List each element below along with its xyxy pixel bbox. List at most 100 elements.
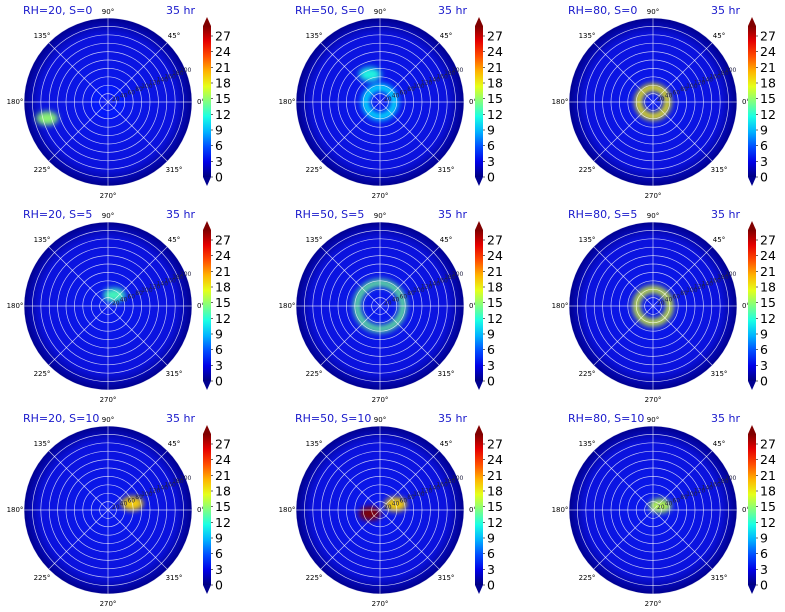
- colorbar: [475, 434, 483, 585]
- colorbar-tick-label: 27: [487, 29, 503, 44]
- colorbar-tick-label: 6: [487, 342, 495, 357]
- colorbar-extend-min: [203, 381, 211, 390]
- polar-panel: RH=80, S=0 35 hr 20 40 60 80 100 120 140 160 180 20…: [545, 0, 785, 204]
- angular-grid-line: [320, 246, 381, 307]
- angle-tick-label: 45°: [168, 236, 180, 244]
- radial-tick-label: 20: [657, 300, 665, 307]
- colorbar: [203, 26, 211, 177]
- angle-tick-label: 180°: [552, 302, 569, 310]
- panel-time-label: 35 hr: [166, 4, 195, 17]
- colorbar-tick-label: 21: [215, 60, 231, 75]
- angle-tick-label: 135°: [34, 440, 51, 448]
- angle-tick-label: 315°: [438, 166, 455, 174]
- radial-tick-label: 120: [149, 80, 161, 87]
- colorbar-extend-max: [475, 425, 483, 434]
- polar-panel: RH=50, S=0 35 hr 20 40 60 80 100 120 140 160 180 20…: [272, 0, 534, 204]
- colorbar-tick-label: 24: [215, 452, 231, 467]
- colorbar: [475, 230, 483, 381]
- angle-tick-label: 135°: [306, 32, 323, 40]
- angle-tick-label: 270°: [645, 192, 662, 200]
- colorbar-tick-label: 3: [487, 358, 495, 373]
- polar-panel: RH=20, S=10 35 hr 20 40 60 80 100 120 140 160 180 2…: [0, 408, 262, 612]
- radial-tick-label: 200: [452, 67, 464, 74]
- polar-chart: 20 40 60 801001201401601802000°45°90°135°18…: [279, 416, 503, 608]
- colorbar: [475, 26, 483, 177]
- radial-tick-label: 200: [452, 475, 464, 482]
- radial-tick-label: 60: [672, 497, 680, 504]
- colorbar-tick-label: 9: [487, 327, 495, 342]
- angle-tick-label: 0°: [742, 506, 750, 514]
- polar-panel: RH=50, S=5 35 hr 20 40 60 80 100 120 140 160 180 20…: [272, 204, 534, 408]
- colorbar-tick-label: 3: [487, 154, 495, 169]
- colorbar-tick-label: 0: [215, 578, 223, 593]
- radial-tick-label: 180: [444, 274, 456, 281]
- colorbar-tick-label: 27: [215, 437, 231, 452]
- colorbar-tick-label: 18: [215, 76, 231, 91]
- radial-tick-label: 80: [407, 494, 415, 501]
- radial-tick-label: 200: [452, 271, 464, 278]
- polar-chart: 20 40 60 801001201401601802000°45°90°135°18…: [552, 8, 776, 200]
- colorbar-tick-label: 18: [760, 484, 776, 499]
- colorbar-tick-label: 24: [215, 44, 231, 59]
- angle-tick-label: 45°: [440, 440, 452, 448]
- colorbar-extend-min: [475, 381, 483, 390]
- colorbar-tick-label: 12: [487, 107, 503, 122]
- colorbar-tick-label: 27: [487, 233, 503, 248]
- data-patch: [358, 67, 381, 82]
- colorbar-tick-label: 3: [760, 562, 768, 577]
- radial-tick-label: 20: [112, 96, 120, 103]
- angle-tick-label: 45°: [713, 236, 725, 244]
- angle-tick-label: 315°: [438, 370, 455, 378]
- radial-tick-label: 80: [680, 494, 688, 501]
- colorbar-tick-label: 0: [487, 374, 495, 389]
- angle-tick-label: 225°: [579, 166, 596, 174]
- angle-tick-label: 225°: [306, 370, 323, 378]
- radial-tick-label: 100: [686, 83, 698, 90]
- angular-grid-line: [652, 101, 713, 162]
- colorbar-tick-label: 9: [760, 531, 768, 546]
- angle-tick-label: 270°: [372, 600, 389, 608]
- radial-tick-label: 160: [164, 73, 176, 80]
- radial-tick-label: 140: [157, 280, 169, 287]
- colorbar-tick-label: 15: [487, 499, 503, 514]
- angular-grid-line: [320, 509, 381, 570]
- angle-tick-label: 45°: [713, 440, 725, 448]
- radial-tick-label: 100: [413, 491, 425, 498]
- colorbar-tick-label: 0: [215, 374, 223, 389]
- angular-grid-line: [593, 42, 654, 103]
- radial-tick-label: 160: [709, 277, 721, 284]
- panel-title: RH=80, S=0: [568, 4, 638, 17]
- colorbar-tick-label: 3: [760, 358, 768, 373]
- polar-panel: RH=80, S=10 35 hr 20 40 60 80 100 120 140 160 180 2…: [545, 408, 785, 612]
- colorbar-extend-min: [748, 177, 756, 186]
- angle-tick-label: 0°: [469, 506, 477, 514]
- colorbar-tick-label: 6: [215, 342, 223, 357]
- colorbar-tick-label: 24: [487, 452, 503, 467]
- angle-tick-label: 135°: [34, 32, 51, 40]
- panel-time-label: 35 hr: [438, 412, 467, 425]
- polar-chart: 20 40 60 801001201401601802000°45°90°135°18…: [279, 8, 503, 200]
- panel-title: RH=80, S=10: [568, 412, 645, 425]
- polar-panel: RH=80, S=5 35 hr 20 40 60 80 100 120 140 160 180 20…: [545, 204, 785, 408]
- radial-tick-label: 100: [141, 83, 153, 90]
- angle-tick-label: 270°: [100, 600, 117, 608]
- polar-chart: 20 40 60 801001201401601802000°45°90°135°18…: [552, 212, 776, 404]
- data-patch: [103, 288, 126, 303]
- radial-tick-label: 100: [413, 287, 425, 294]
- panel-title: RH=20, S=10: [23, 412, 100, 425]
- colorbar-tick-label: 15: [487, 295, 503, 310]
- radial-tick-label: 100: [413, 83, 425, 90]
- radial-tick-label: 20: [112, 504, 120, 511]
- radial-tick-label: 180: [172, 274, 184, 281]
- angle-tick-label: 315°: [711, 166, 728, 174]
- angle-tick-label: 0°: [742, 98, 750, 106]
- angular-grid-line: [593, 101, 654, 162]
- panel-time-label: 35 hr: [166, 208, 195, 221]
- colorbar-tick-label: 18: [487, 484, 503, 499]
- angle-tick-label: 90°: [102, 8, 114, 16]
- colorbar-extend-min: [748, 381, 756, 390]
- angular-grid-line: [379, 246, 440, 307]
- radial-tick-label: 40: [665, 501, 673, 508]
- angle-tick-label: 315°: [166, 370, 183, 378]
- angle-tick-label: 315°: [166, 574, 183, 582]
